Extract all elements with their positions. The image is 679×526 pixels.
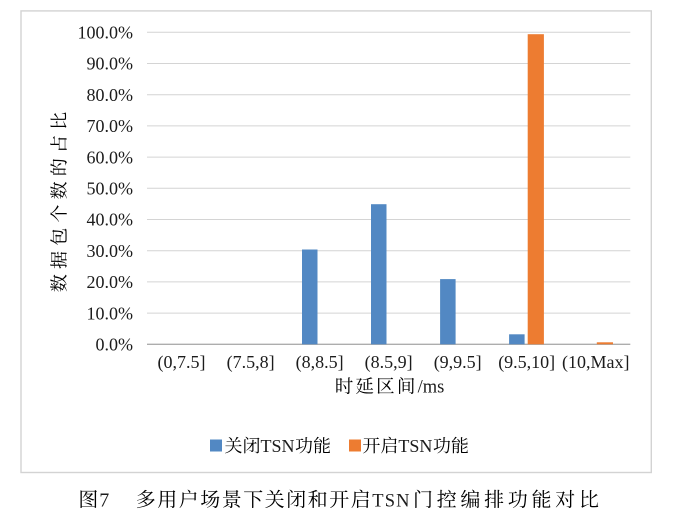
svg-text:(8.5,9]: (8.5,9] — [365, 352, 413, 373]
svg-text:TSN: TSN — [261, 436, 295, 456]
svg-text:0.0%: 0.0% — [96, 335, 134, 355]
svg-text:40.0%: 40.0% — [87, 210, 134, 230]
svg-text:TSN: TSN — [372, 492, 411, 512]
svg-text:10.0%: 10.0% — [87, 303, 134, 323]
svg-text:7: 7 — [99, 490, 109, 512]
svg-text:(9,9.5]: (9,9.5] — [434, 352, 482, 373]
svg-text:90.0%: 90.0% — [87, 54, 134, 74]
svg-text:TSN: TSN — [398, 436, 432, 456]
svg-text:(0,7.5]: (0,7.5] — [158, 352, 206, 373]
svg-text:50.0%: 50.0% — [87, 179, 134, 199]
svg-text:80.0%: 80.0% — [87, 85, 134, 105]
svg-text:/ms: /ms — [418, 378, 445, 398]
svg-text:(7.5,8]: (7.5,8] — [227, 352, 275, 373]
svg-text:(9.5,10]: (9.5,10] — [498, 352, 555, 373]
svg-text:60.0%: 60.0% — [87, 147, 134, 167]
svg-text:(10,Max]: (10,Max] — [562, 352, 629, 373]
svg-text:30.0%: 30.0% — [87, 241, 134, 261]
svg-text:(8,8.5]: (8,8.5] — [296, 352, 344, 373]
svg-text:100.0%: 100.0% — [78, 23, 134, 43]
svg-text:70.0%: 70.0% — [87, 116, 134, 136]
svg-text:20.0%: 20.0% — [87, 272, 134, 292]
